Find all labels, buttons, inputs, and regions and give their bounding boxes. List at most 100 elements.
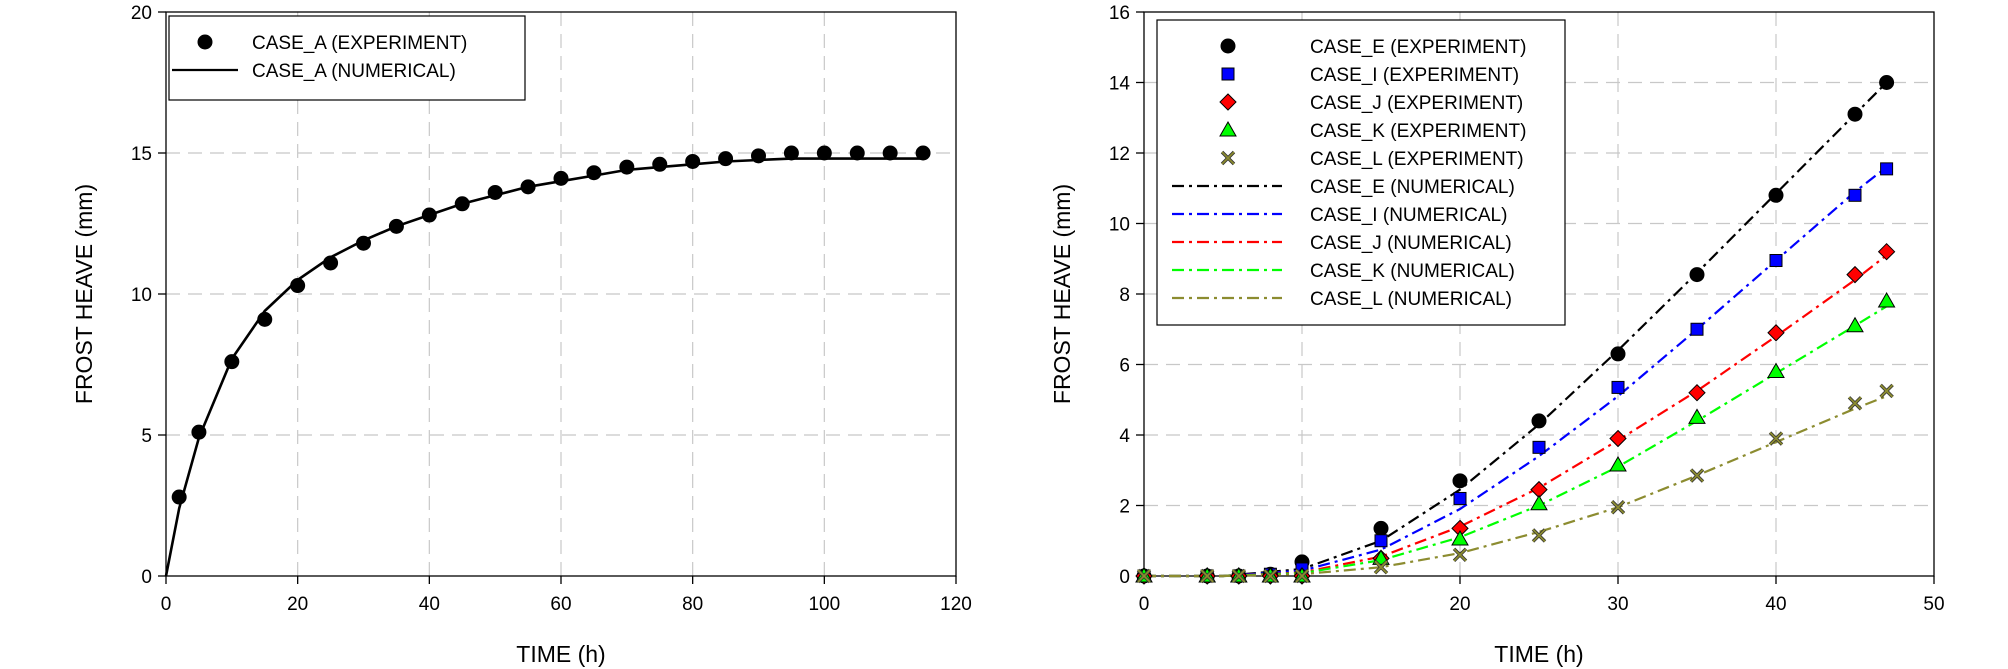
data-point	[1294, 568, 1310, 584]
x-tick-label: 20	[1449, 594, 1470, 615]
legend-label: CASE_K (NUMERICAL)	[1310, 261, 1515, 282]
legend-label: CASE_I (NUMERICAL)	[1310, 205, 1507, 226]
y-tick-label: 16	[1109, 3, 1130, 24]
data-point	[882, 145, 898, 161]
x-tick-label: 40	[1765, 594, 1786, 615]
data-point	[685, 153, 701, 169]
data-point	[1877, 292, 1896, 308]
data-point	[1532, 440, 1546, 454]
x-tick-label: 0	[161, 594, 172, 615]
data-point	[257, 311, 273, 327]
y-tick-label: 0	[141, 567, 152, 588]
legend-marker	[1221, 67, 1235, 81]
data-point-stroke-b	[1879, 384, 1894, 398]
data-point	[1531, 413, 1547, 429]
y-axis-label: FROST HEAVE (mm)	[71, 184, 97, 404]
data-point	[1768, 431, 1784, 446]
data-point	[1848, 188, 1862, 202]
data-point	[751, 148, 766, 164]
y-tick-label: 6	[1119, 356, 1130, 377]
x-tick-label: 10	[1291, 594, 1312, 615]
data-point	[1767, 362, 1785, 379]
legend-label: CASE_I (EXPERIMENT)	[1310, 65, 1519, 86]
series-line	[164, 157, 924, 577]
legend-marker	[1219, 93, 1237, 111]
data-point	[191, 424, 207, 440]
x-tick-label: 100	[808, 594, 840, 615]
y-tick-label: 4	[1119, 426, 1130, 447]
data-point	[454, 196, 470, 212]
data-point	[1846, 265, 1864, 284]
data-point	[652, 156, 668, 172]
y-tick-label: 8	[1119, 285, 1130, 306]
data-point	[1769, 254, 1783, 268]
data-point	[1452, 473, 1468, 489]
data-point	[1231, 568, 1247, 584]
legend-label: CASE_L (NUMERICAL)	[1310, 289, 1512, 310]
legend: CASE_A (EXPERIMENT) CASE_A (NUMERICAL)	[168, 15, 526, 101]
data-point	[1879, 75, 1895, 90]
legend-label: CASE_A (NUMERICAL)	[252, 61, 456, 82]
legend-label: CASE_E (EXPERIMENT)	[1310, 37, 1526, 58]
x-tick-label: 50	[1923, 594, 1944, 615]
x-axis-label: TIME (h)	[516, 641, 605, 667]
data-point	[1879, 383, 1894, 399]
data-point	[718, 151, 734, 167]
data-point	[1373, 520, 1389, 536]
y-tick-label: 10	[131, 285, 152, 306]
x-tick-label: 80	[682, 594, 703, 615]
legend-label: CASE_A (EXPERIMENT)	[252, 33, 467, 54]
data-point	[1609, 429, 1627, 448]
data-point	[816, 145, 832, 161]
data-point	[1688, 408, 1706, 424]
data-point	[1767, 324, 1785, 342]
data-point	[849, 145, 865, 161]
x-tick-label: 0	[1139, 594, 1150, 615]
legend-label: CASE_J (EXPERIMENT)	[1310, 93, 1523, 114]
data-point	[1373, 559, 1389, 575]
data-point	[224, 354, 240, 370]
data-point	[1452, 547, 1468, 563]
x-tick-label: 20	[287, 594, 308, 615]
data-point-stroke-b	[1263, 569, 1278, 583]
chart-left: 0 20 40 60 80 100 120 0 5 10 15 20 TIME (h) FROST HEA…	[71, 3, 972, 667]
data-point	[290, 278, 306, 294]
legend-marker	[1219, 120, 1237, 137]
data-point-stroke-b	[1295, 569, 1309, 583]
data-point-stroke-b	[1848, 396, 1862, 410]
data-point	[1374, 534, 1388, 548]
data-point	[388, 218, 404, 234]
legend-box	[168, 15, 526, 101]
data-point	[1847, 106, 1863, 122]
data-point	[1453, 491, 1467, 505]
chart-right: 0 10 20 30 40 50 0 2 4 6 8 10 12 14 16 TIME (h) FROST HE…	[1049, 3, 1945, 667]
data-point	[915, 145, 931, 161]
data-point-stroke-b	[1453, 548, 1467, 562]
data-point-stroke-b	[1611, 500, 1625, 514]
data-point	[1609, 455, 1627, 472]
y-tick-label: 12	[1109, 144, 1130, 165]
data-point	[1263, 568, 1278, 584]
data-point-stroke-b	[1232, 569, 1246, 583]
data-point-stroke-b	[1137, 569, 1151, 583]
legend-marker	[1220, 38, 1236, 54]
legend-label: CASE_K (EXPERIMENT)	[1310, 121, 1526, 142]
legend: CASE_E (EXPERIMENT) CASE_I (EXPERIMENT) CA…	[1156, 19, 1566, 326]
data-point	[783, 145, 799, 161]
y-tick-label: 0	[1119, 567, 1130, 588]
x-axis-label: TIME (h)	[1494, 641, 1583, 667]
data-point	[171, 489, 187, 505]
data-point	[1611, 380, 1625, 394]
legend-label: CASE_L (EXPERIMENT)	[1310, 149, 1524, 170]
x-tick-label: 30	[1607, 594, 1628, 615]
data-point	[356, 235, 371, 251]
x-tick-label: 40	[419, 594, 440, 615]
x-tick-label: 120	[940, 594, 972, 615]
data-point	[1199, 568, 1215, 584]
data-point	[586, 165, 602, 181]
data-point-stroke-b	[1532, 528, 1546, 543]
data-point	[1846, 316, 1864, 333]
legend-marker	[197, 34, 213, 50]
y-axis-label: FROST HEAVE (mm)	[1049, 184, 1075, 404]
